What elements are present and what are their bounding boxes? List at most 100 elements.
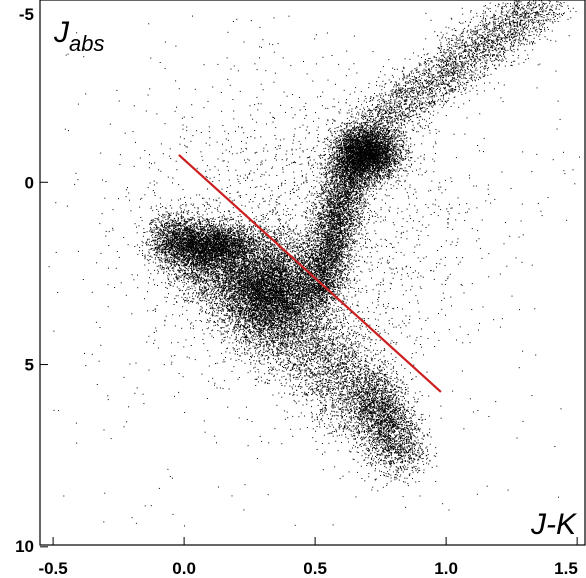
scatter-point: [218, 282, 220, 284]
scatter-point: [194, 258, 196, 260]
scatter-point: [164, 240, 166, 242]
scatter-point: [176, 253, 178, 255]
scatter-point: [174, 237, 176, 239]
scatter-point: [323, 404, 325, 406]
scatter-point: [387, 383, 389, 385]
scatter-point: [300, 387, 302, 389]
scatter-point: [341, 413, 342, 415]
scatter-point: [283, 335, 285, 337]
scatter-point: [356, 401, 358, 403]
scatter-point: [332, 398, 334, 400]
scatter-point: [172, 251, 174, 253]
scatter-point: [337, 346, 339, 348]
scatter-point: [350, 326, 352, 328]
scatter-point: [149, 255, 151, 257]
scatter-point: [174, 266, 176, 267]
scatter-point: [358, 346, 360, 348]
scatter-point: [167, 219, 169, 221]
scatter-point: [367, 405, 369, 406]
scatter-point: [222, 300, 224, 302]
scatter-point: [159, 234, 161, 236]
scatter-point: [298, 353, 300, 355]
scatter-point: [285, 298, 287, 299]
scatter-point: [375, 307, 377, 309]
scatter-point: [335, 302, 337, 304]
scatter-point: [189, 296, 191, 298]
scatter-point: [371, 443, 373, 445]
scatter-point: [288, 337, 290, 339]
scatter-point: [352, 397, 354, 399]
scatter-point: [200, 227, 202, 229]
scatter-point: [246, 256, 248, 258]
scatter-point: [288, 366, 289, 368]
scatter-point: [333, 343, 335, 344]
scatter-point: [280, 364, 281, 366]
scatter-point: [255, 295, 257, 297]
scatter-point: [155, 262, 157, 264]
scatter-point: [312, 390, 314, 392]
scatter-point: [166, 260, 168, 262]
scatter-point: [349, 312, 351, 314]
scatter-point: [184, 234, 186, 236]
scatter-point: [370, 421, 372, 423]
scatter-point: [313, 359, 314, 361]
scatter-point: [358, 433, 360, 434]
scatter-point: [354, 412, 356, 414]
scatter-point: [370, 446, 372, 448]
scatter-point: [333, 362, 335, 364]
scatter-point: [157, 245, 159, 247]
scatter-point: [299, 428, 301, 430]
scatter-point: [151, 229, 153, 231]
scatter-point: [319, 385, 321, 387]
scatter-point: [385, 473, 387, 475]
scatter-point: [184, 281, 186, 283]
scatter-point: [340, 349, 342, 351]
scatter-point: [330, 359, 332, 360]
scatter-point: [345, 398, 347, 400]
scatter-point: [201, 260, 203, 262]
scatter-point: [319, 353, 321, 355]
scatter-point: [329, 390, 331, 392]
scatter-point: [273, 335, 275, 337]
scatter-point: [264, 337, 266, 338]
scatter-point: [346, 321, 348, 323]
scatter-point: [224, 270, 226, 272]
scatter-point: [155, 239, 157, 241]
scatter-point: [301, 308, 303, 310]
scatter-point: [331, 343, 333, 345]
scatter-point: [397, 460, 399, 462]
scatter-point: [160, 234, 162, 236]
scatter-point: [309, 291, 311, 293]
scatter-point: [248, 280, 250, 282]
scatter-point: [176, 242, 178, 244]
scatter-point: [268, 380, 270, 381]
scatter-point: [354, 418, 356, 420]
scatter-point: [224, 315, 226, 317]
scatter-point: [358, 423, 360, 425]
scatter-point: [328, 308, 330, 310]
scatter-point: [227, 260, 228, 262]
scatter-point: [338, 428, 340, 430]
scatter-point: [390, 363, 392, 365]
scatter-point: [354, 366, 356, 367]
scatter-point: [206, 232, 208, 234]
scatter-point: [200, 267, 202, 269]
scatter-point: [378, 449, 380, 451]
scatter-point: [354, 353, 356, 355]
scatter-point: [236, 292, 238, 294]
scatter-point: [159, 229, 161, 231]
scatter-point: [242, 298, 244, 299]
scatter-point: [188, 249, 190, 251]
scatter-point: [357, 377, 359, 379]
scatter-point: [286, 348, 288, 350]
scatter-point: [363, 400, 365, 402]
scatter-point: [387, 333, 389, 335]
scatter-point: [320, 402, 321, 404]
scatter-point: [180, 208, 182, 210]
scatter-point: [276, 320, 278, 321]
scatter-point: [296, 288, 298, 290]
scatter-point: [376, 366, 378, 368]
scatter-point: [307, 328, 309, 330]
scatter-point: [265, 324, 266, 326]
scatter-point: [370, 345, 371, 347]
